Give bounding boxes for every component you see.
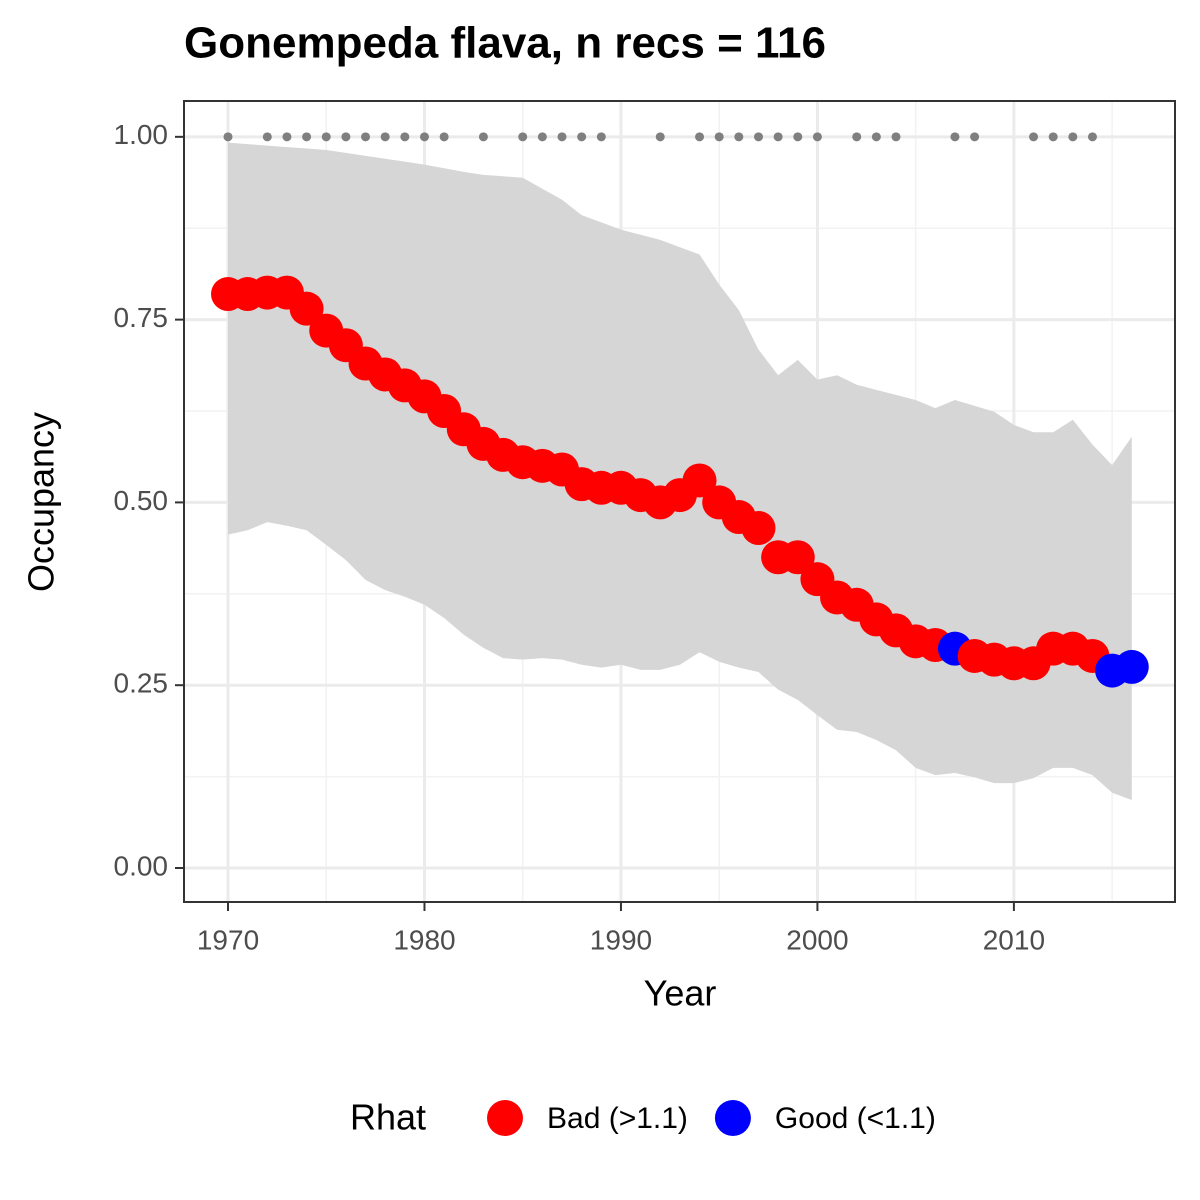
panel-border — [183, 100, 1176, 903]
y-tick-label: 1.00 — [114, 119, 169, 150]
chart-title: Gonempeda flava, n recs = 116 — [184, 19, 826, 68]
record-dot — [557, 132, 567, 142]
record-dot — [262, 132, 272, 142]
record-dot — [970, 132, 980, 142]
record-dot — [695, 132, 705, 142]
y-axis-title: Occupancy — [21, 412, 62, 592]
record-dot — [380, 132, 390, 142]
record-dot — [734, 132, 744, 142]
x-tick-label: 1980 — [393, 924, 455, 955]
y-tick-label: 0.75 — [114, 302, 169, 333]
record-dot — [1087, 132, 1097, 142]
legend-key — [714, 1100, 751, 1136]
legend-label: Bad (>1.1) — [547, 1102, 688, 1135]
y-tick-label: 0.00 — [114, 850, 169, 881]
data-point — [289, 291, 324, 326]
record-dot — [773, 132, 783, 142]
record-dot — [537, 132, 547, 142]
record-dot — [518, 132, 528, 142]
record-dot — [793, 132, 803, 142]
legend-label: Good (<1.1) — [775, 1102, 936, 1135]
x-axis-title: Year — [644, 973, 717, 1014]
legend-key — [487, 1100, 523, 1136]
record-dot — [361, 132, 371, 142]
y-tick-label: 0.50 — [114, 485, 169, 516]
record-dot — [950, 132, 960, 142]
record-dot — [891, 132, 901, 142]
record-dot — [753, 132, 763, 142]
record-dot — [419, 132, 429, 142]
x-tick-label: 1970 — [197, 924, 259, 955]
record-dot — [655, 132, 665, 142]
record-dot — [852, 132, 862, 142]
data-point — [780, 540, 815, 575]
record-dot — [1048, 132, 1058, 142]
record-dot — [478, 132, 488, 142]
data-point — [1114, 649, 1149, 684]
x-tick-label: 2010 — [983, 924, 1045, 955]
record-dot — [871, 132, 881, 142]
record-dot — [282, 132, 292, 142]
data-point — [741, 511, 776, 546]
record-dot — [1068, 132, 1078, 142]
record-dot — [439, 132, 449, 142]
record-dot — [1029, 132, 1039, 142]
record-dot — [714, 132, 724, 142]
record-dot — [341, 132, 351, 142]
y-tick-label: 0.25 — [114, 668, 169, 699]
legend-title: Rhat — [350, 1097, 426, 1138]
record-dot — [321, 132, 331, 142]
record-dot — [302, 132, 312, 142]
record-dot — [400, 132, 410, 142]
record-dot — [223, 132, 233, 142]
record-dot — [812, 132, 822, 142]
record-dot — [596, 132, 606, 142]
data-point — [682, 463, 717, 498]
record-dot — [577, 132, 587, 142]
x-tick-label: 1990 — [590, 924, 652, 955]
x-tick-label: 2000 — [786, 924, 848, 955]
